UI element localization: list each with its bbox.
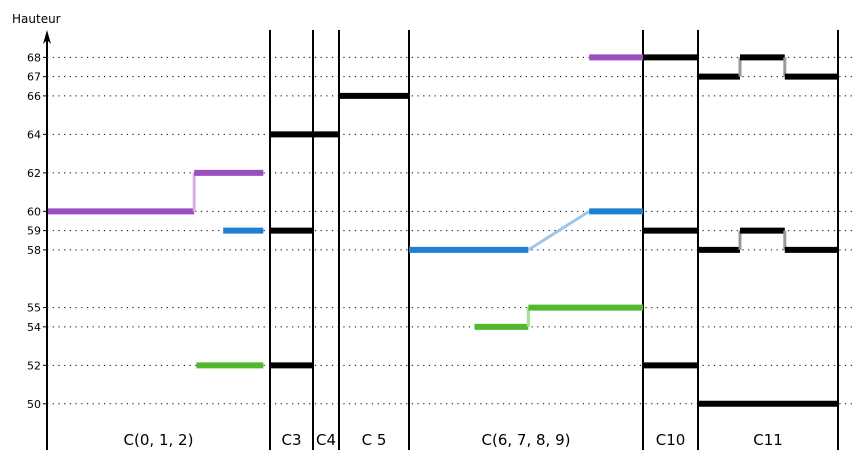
segment-label: C11 bbox=[753, 431, 783, 449]
segment-labels: C(0, 1, 2) C3 C4 C 5 C(6, 7, 8, 9) C10 C11 bbox=[124, 431, 783, 449]
segment-label: C10 bbox=[656, 431, 686, 449]
series bbox=[698, 227, 838, 253]
y-tick-label: 66 bbox=[27, 90, 41, 103]
y-tick-label: 58 bbox=[27, 244, 41, 257]
series-connector bbox=[527, 210, 590, 252]
grid-lines bbox=[43, 56, 855, 405]
segment-label: C4 bbox=[316, 431, 336, 449]
y-tick-label: 50 bbox=[27, 398, 41, 411]
y-tick-label: 64 bbox=[27, 128, 41, 141]
segment-label: C 5 bbox=[362, 431, 387, 449]
series bbox=[474, 304, 643, 330]
y-axis-arrow-icon bbox=[43, 30, 51, 44]
y-tick-labels: 50 52 54 55 58 59 60 62 64 66 67 68 bbox=[27, 51, 41, 410]
series bbox=[698, 54, 838, 80]
y-tick-label: 62 bbox=[27, 167, 41, 180]
y-tick-label: 68 bbox=[27, 51, 41, 64]
segment-label: C(0, 1, 2) bbox=[124, 431, 194, 449]
y-tick-label: 54 bbox=[27, 321, 41, 334]
y-axis: Hauteur bbox=[12, 12, 61, 450]
y-axis-label: Hauteur bbox=[12, 12, 61, 26]
y-tick-label: 55 bbox=[27, 302, 41, 315]
series bbox=[47, 169, 264, 215]
y-tick-label: 52 bbox=[27, 359, 41, 372]
segment-label: C3 bbox=[281, 431, 301, 449]
series-lines bbox=[47, 54, 838, 407]
y-tick-label: 59 bbox=[27, 225, 41, 238]
segment-label: C(6, 7, 8, 9) bbox=[482, 431, 571, 449]
segment-dividers bbox=[269, 30, 839, 450]
y-tick-label: 60 bbox=[27, 205, 41, 218]
series bbox=[409, 208, 643, 253]
y-tick-label: 67 bbox=[27, 71, 41, 84]
